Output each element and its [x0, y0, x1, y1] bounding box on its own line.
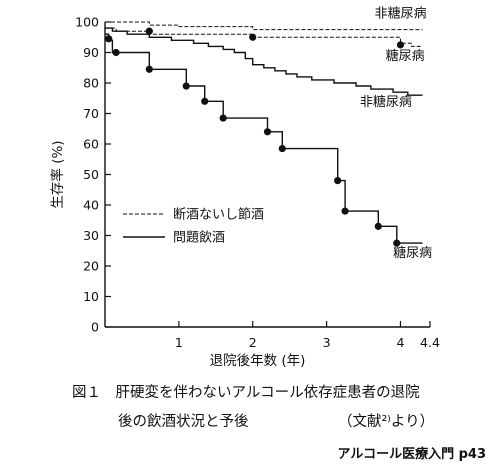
series-4-marker [145, 65, 153, 73]
x-tick-label: 2 [249, 335, 257, 350]
y-tick-label: 10 [83, 289, 99, 304]
x-tick-label: 1 [175, 335, 183, 350]
series-line-1 [105, 21, 423, 31]
curve-label: 非糖尿病 [360, 94, 412, 110]
curve-label: 非糖尿病 [375, 5, 427, 21]
figure-caption-line2: 後の飲酒状況と予後 [118, 414, 249, 430]
x-tick-label: 4 [396, 335, 404, 350]
curve-label: 糖尿病 [386, 48, 425, 64]
figure-caption-line1: 図１ 肝硬変を伴わないアルコール依存症患者の退院 [72, 385, 420, 401]
survival-chart: 0 10 20 30 40 50 60 70 80 90 100 1 2 3 4 4.4 退院後年数 (年) 生存… [49, 5, 440, 369]
series-4-marker [334, 177, 342, 185]
figure-caption-ref: （文献²⁾より） [338, 414, 435, 430]
y-tick-label: 30 [83, 228, 99, 243]
y-tick-label: 0 [91, 320, 99, 335]
y-tick-label: 60 [83, 137, 99, 152]
y-tick-label: 80 [83, 76, 99, 91]
series-2-marker [396, 41, 405, 49]
series-4-marker [341, 207, 349, 215]
y-tick-label: 100 [75, 15, 99, 30]
y-tick-label: 40 [83, 198, 99, 213]
y-tick-label: 50 [83, 167, 99, 182]
legend-label: 断酒ないし節酒 [173, 208, 264, 223]
y-tick-label: 90 [83, 45, 99, 60]
legend-label: 問題飲酒 [173, 230, 225, 246]
curve-label: 糖尿病 [393, 245, 432, 261]
x-tick-label: 4.4 [420, 335, 440, 350]
y-tick-label: 20 [83, 259, 99, 274]
series-4-marker [112, 48, 120, 57]
y-axis-label: 生存率 (%) [49, 140, 66, 208]
series-4-marker [219, 114, 227, 122]
series-4-marker [263, 128, 272, 136]
series-4-marker [278, 144, 286, 153]
x-tick-label: 3 [323, 335, 331, 350]
y-tick-label: 70 [83, 106, 99, 121]
series-line-3 [105, 27, 423, 96]
series-4-marker [374, 222, 382, 230]
series-4-marker [105, 35, 113, 43]
series-4-marker [393, 239, 401, 247]
source-label: アルコール医療入門 p43 [337, 447, 486, 462]
series-2-marker [145, 27, 153, 35]
series-2-marker [249, 33, 257, 41]
x-axis-label: 退院後年数 (年) [210, 353, 306, 369]
series-4-marker [182, 82, 190, 90]
series-4-marker [201, 97, 209, 105]
